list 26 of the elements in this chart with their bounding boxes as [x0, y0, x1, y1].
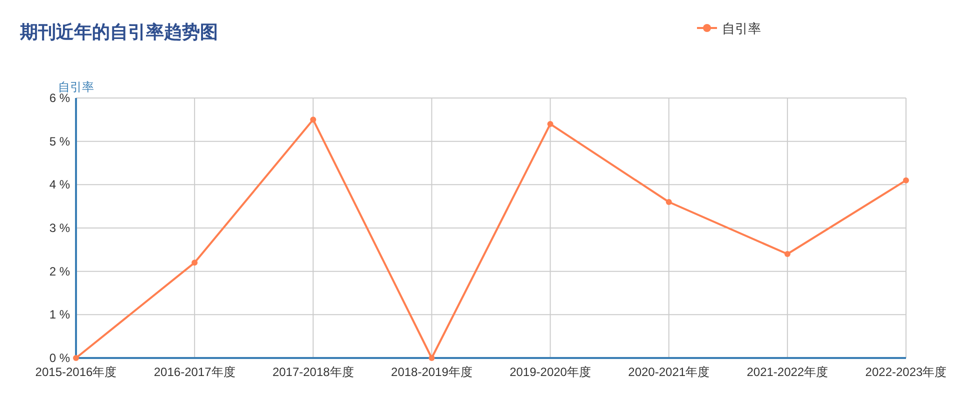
x-tick-label: 2015-2016年度	[35, 365, 117, 379]
legend-label: 自引率	[722, 21, 761, 36]
point	[784, 251, 790, 257]
y-tick-label: 0 %	[49, 351, 70, 365]
x-tick-label: 2017-2018年度	[272, 365, 354, 379]
y-tick-label: 6 %	[49, 91, 70, 105]
x-tick-label: 2022-2023年度	[865, 365, 947, 379]
x-tick-label: 2019-2020年度	[510, 365, 591, 379]
point	[903, 177, 909, 184]
x-tick-label: 2020-2021年度	[628, 365, 710, 379]
point	[428, 355, 435, 361]
x-tick-label: 2016-2017年度	[154, 365, 236, 379]
point	[192, 260, 198, 266]
point	[547, 121, 554, 127]
point	[310, 116, 316, 123]
x-tick-label: 2018-2019年度	[391, 365, 472, 379]
point	[73, 355, 79, 361]
y-tick-label: 5 %	[49, 134, 70, 148]
x-tick-label: 2021-2022年度	[746, 365, 828, 379]
y-axis-title: 自引率	[58, 80, 94, 94]
y-tick-label: 2 %	[49, 264, 70, 278]
chart-title: 期刊近年的自引率趋势图	[19, 22, 218, 42]
y-tick-label: 4 %	[49, 178, 70, 192]
point	[666, 199, 672, 205]
y-tick-label: 3 %	[49, 221, 70, 235]
y-tick-label: 1 %	[49, 308, 70, 322]
